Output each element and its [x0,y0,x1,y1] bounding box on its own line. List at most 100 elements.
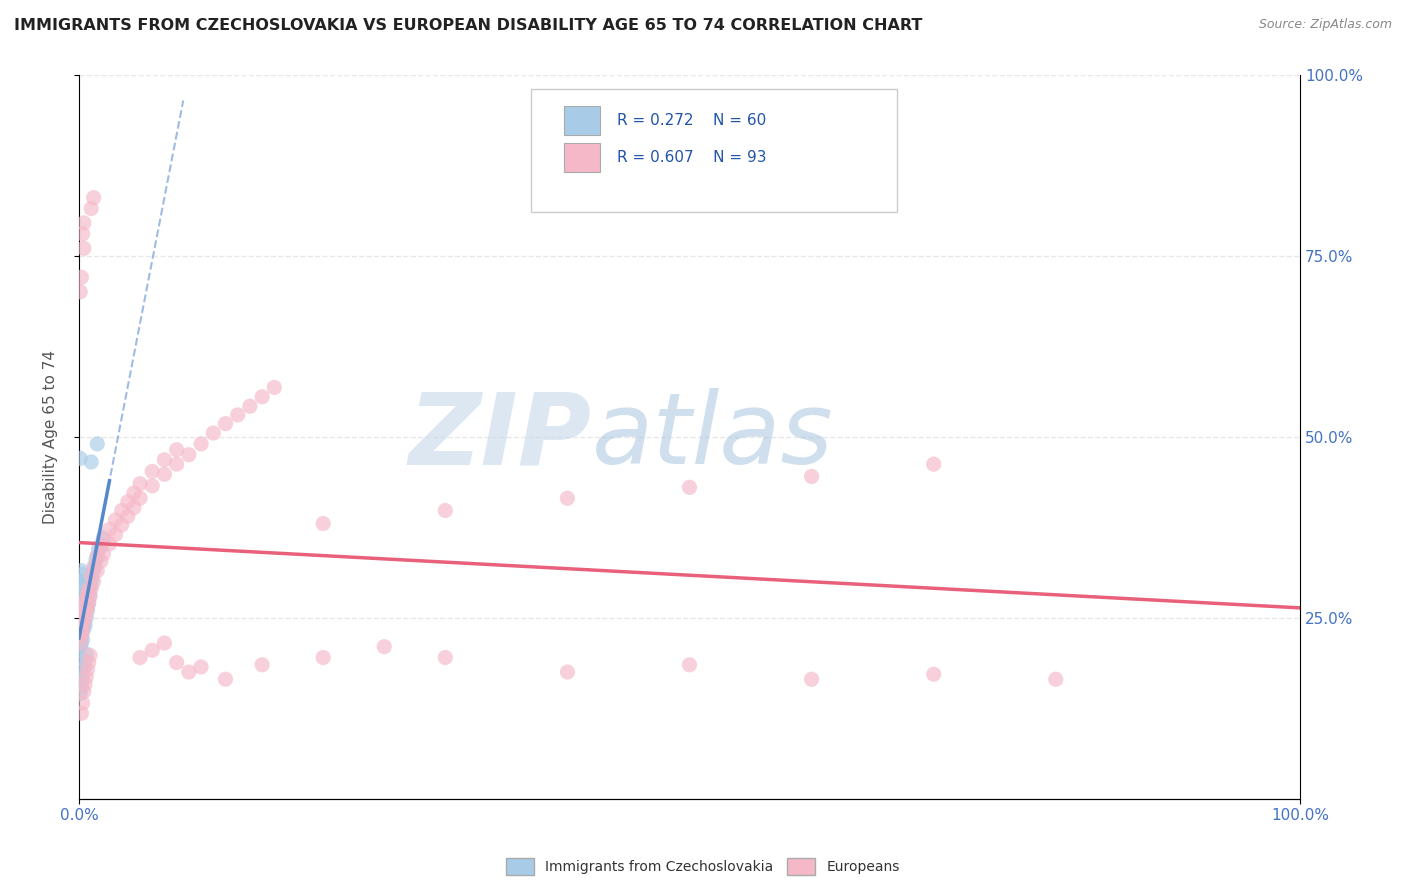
Point [70,596,93,610]
Point [111,503,134,517]
Point [72,696,94,710]
Point [86,564,108,578]
Point [70,619,93,633]
Point [83,560,105,574]
Point [141,464,163,478]
Point [72,615,94,629]
Point [69,650,91,665]
Point [202,425,225,440]
Point [73,596,96,610]
Point [72,567,94,582]
Point [72,227,94,241]
Text: IMMIGRANTS FROM CZECHOSLOVAKIA VS EUROPEAN DISABILITY AGE 65 TO 74 CORRELATION C: IMMIGRANTS FROM CZECHOSLOVAKIA VS EUROPE… [14,18,922,33]
Point [77,596,100,610]
Point [70,618,93,632]
Point [75,582,97,596]
Point [73,592,96,607]
Point [73,603,96,617]
Point [129,650,152,665]
Point [69,451,91,466]
Point [75,596,97,610]
Point [69,285,91,299]
Point [72,599,94,614]
Point [72,589,94,603]
Point [79,589,101,603]
Point [141,643,163,657]
Point [153,467,176,482]
Point [434,650,457,665]
Point [166,442,188,457]
Point [86,549,108,563]
Point [76,574,98,589]
Point [69,615,91,629]
Point [922,667,945,681]
Point [72,622,94,636]
Point [75,647,97,661]
Point [83,564,105,578]
Point [80,582,103,596]
Point [104,527,127,541]
Point [83,574,105,589]
Point [70,607,93,621]
Point [86,549,108,563]
Point [72,625,94,640]
Point [226,408,249,422]
Point [77,582,100,596]
Point [69,632,91,647]
Point [93,547,115,561]
Point [77,582,100,596]
Point [117,495,139,509]
Point [77,595,100,609]
Point [70,626,93,640]
Point [90,540,112,554]
Point [76,599,98,614]
Point [129,491,152,506]
FancyBboxPatch shape [564,105,600,135]
Point [70,706,93,721]
Point [557,491,579,506]
Point [73,616,96,631]
Text: Source: ZipAtlas.com: Source: ZipAtlas.com [1258,18,1392,31]
Point [69,607,91,621]
Point [177,665,200,679]
Point [80,568,103,582]
Point [70,636,93,650]
Point [80,455,103,469]
Point [79,589,101,603]
Text: R = 0.607    N = 93: R = 0.607 N = 93 [617,151,766,165]
Point [84,553,107,567]
Point [69,665,91,679]
Point [72,610,94,624]
Point [800,469,823,483]
Point [153,636,176,650]
Point [800,673,823,687]
Point [72,603,94,617]
Point [98,522,121,536]
Point [214,673,236,687]
Point [312,516,335,531]
Point [104,513,127,527]
Point [80,578,103,592]
Point [93,533,115,547]
Point [70,680,93,694]
Point [73,677,96,691]
Point [75,605,97,619]
Point [73,605,96,619]
Point [79,648,101,663]
Point [83,560,105,574]
Point [69,676,91,690]
Point [73,585,96,599]
Point [76,588,98,602]
Point [93,531,115,545]
Text: ZIP: ZIP [409,388,592,485]
Text: atlas: atlas [592,388,834,485]
Point [73,598,96,612]
Point [70,668,93,682]
Point [141,479,163,493]
Point [73,654,96,668]
Point [70,609,93,624]
Point [73,684,96,698]
Point [80,202,103,216]
Point [69,618,91,632]
Point [76,603,98,617]
